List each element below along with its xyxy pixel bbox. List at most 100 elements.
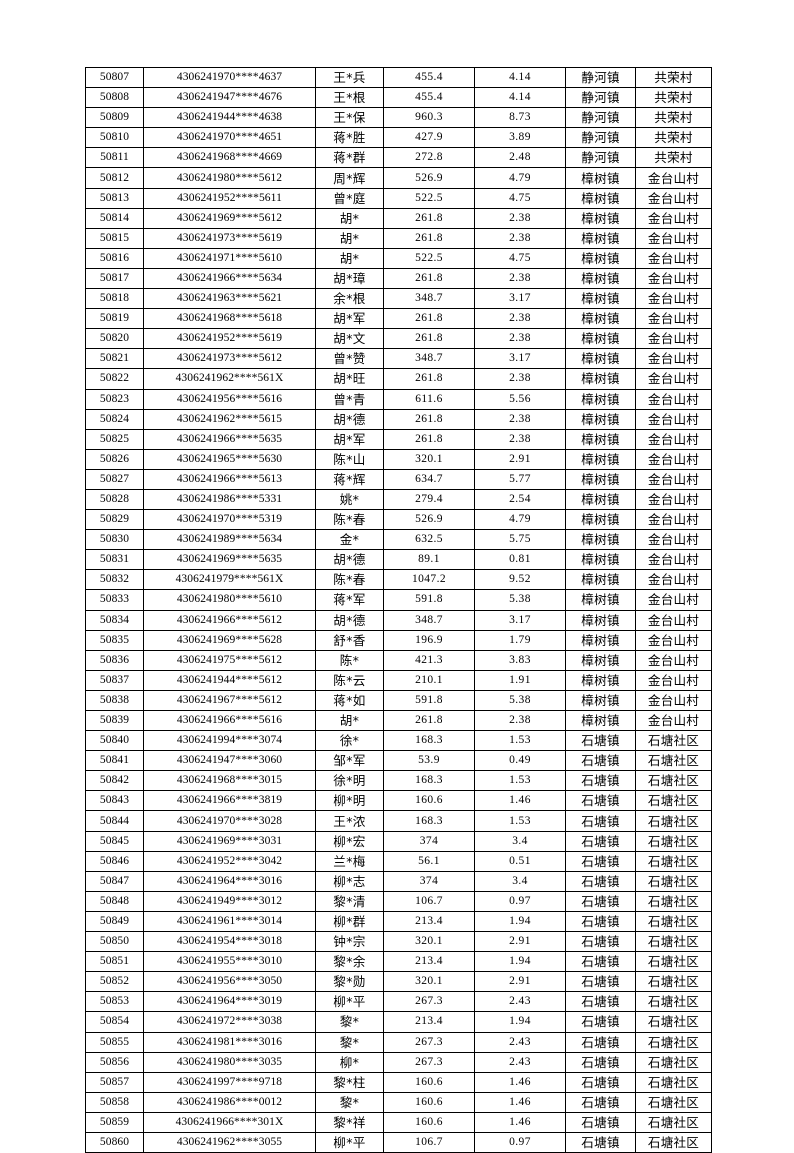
cell-id-number: 4306241969****3031: [143, 830, 316, 852]
cell-name: 王*保: [315, 107, 384, 129]
cell-seq: 50858: [85, 1091, 144, 1113]
cell-amount: 267.3: [383, 1051, 475, 1073]
cell-seq: 50812: [85, 167, 144, 189]
cell-town: 樟树镇: [565, 267, 636, 290]
cell-rate: 3.17: [474, 609, 566, 631]
cell-name: 胡*: [315, 227, 384, 249]
cell-town: 石塘镇: [565, 730, 636, 752]
cell-name: 黎*: [315, 1011, 384, 1033]
cell-amount: 279.4: [383, 488, 475, 511]
cell-id-number: 4306241956****5616: [143, 388, 316, 410]
cell-town: 石塘镇: [565, 790, 636, 812]
cell-village: 石塘社区: [635, 770, 712, 792]
cell-town: 樟树镇: [565, 207, 636, 229]
cell-name: 蒋*辉: [315, 468, 384, 490]
cell-name: 胡*璋: [315, 267, 384, 290]
cell-seq: 50822: [85, 368, 144, 390]
cell-rate: 4.75: [474, 247, 566, 269]
cell-id-number: 4306241981****3016: [143, 1031, 316, 1053]
cell-village: 金台山村: [635, 227, 712, 249]
cell-town: 樟树镇: [565, 549, 636, 571]
cell-name: 柳*志: [315, 870, 384, 892]
table-row: 50815 4306241973****5619 胡* 261.8 2.38 樟树镇 金台山…: [85, 227, 712, 249]
cell-amount: 160.6: [383, 790, 475, 812]
cell-town: 樟树镇: [565, 328, 636, 350]
cell-village: 金台山村: [635, 569, 712, 591]
table-row: 50832 4306241979****561X 陈*春 1047.2 9.52 樟树镇金…: [85, 569, 712, 591]
table-row: 50828 4306241986****5331 姚* 279.4 2.54 樟树镇 金台山…: [85, 488, 712, 511]
cell-amount: 168.3: [383, 810, 475, 832]
cell-village: 金台山村: [635, 488, 712, 511]
cell-seq: 50842: [85, 770, 144, 792]
cell-id-number: 4306241966****5613: [143, 468, 316, 490]
cell-village: 金台山村: [635, 468, 712, 490]
table-row: 50830 4306241989****5634 金* 632.5 5.75 樟树镇 金台山…: [85, 529, 712, 551]
cell-amount: 267.3: [383, 1031, 475, 1053]
cell-seq: 50814: [85, 207, 144, 229]
cell-id-number: 4306241969****5612: [143, 207, 316, 229]
cell-amount: 522.5: [383, 247, 475, 269]
cell-name: 胡*旺: [315, 368, 384, 390]
cell-rate: 2.38: [474, 428, 566, 450]
table-row: 50833 4306241980****5610 蒋*军 591.8 5.38 樟树镇 金台…: [85, 589, 712, 611]
cell-amount: 160.6: [383, 1111, 475, 1133]
cell-rate: 8.73: [474, 107, 566, 129]
cell-town: 樟树镇: [565, 529, 636, 551]
cell-amount: 374: [383, 870, 475, 892]
cell-amount: 53.9: [383, 750, 475, 772]
cell-rate: 2.38: [474, 227, 566, 249]
cell-id-number: 4306241968****5618: [143, 308, 316, 330]
cell-amount: 106.7: [383, 1131, 475, 1153]
cell-village: 共荣村: [635, 147, 712, 169]
cell-town: 静河镇: [565, 127, 636, 149]
cell-rate: 2.38: [474, 368, 566, 390]
table-row: 50821 4306241973****5612 曾*赞 348.7 3.17 樟树镇 金台…: [85, 348, 712, 370]
cell-id-number: 4306241964****3019: [143, 991, 316, 1013]
cell-rate: 2.91: [474, 971, 566, 993]
cell-id-number: 4306241980****5612: [143, 167, 316, 189]
table-row: 50857 4306241997****9718 黎*柱 160.6 1.46 石塘镇 石塘…: [85, 1071, 712, 1093]
beneficiary-table: 50807 4306241970****4637 王*兵 455.4 4.14 静河镇 共荣…: [85, 66, 712, 1153]
cell-name: 胡*: [315, 709, 384, 732]
table-row: 50860 4306241962****3055 柳*平 106.7 0.97 石塘镇 石塘…: [85, 1131, 712, 1153]
cell-village: 共荣村: [635, 87, 712, 109]
cell-town: 樟树镇: [565, 689, 636, 712]
cell-rate: 0.97: [474, 890, 566, 912]
cell-town: 樟树镇: [565, 167, 636, 189]
cell-id-number: 4306241956****3050: [143, 971, 316, 993]
table-row: 50814 4306241969****5612 胡* 261.8 2.38 樟树镇 金台山…: [85, 207, 712, 229]
cell-rate: 2.43: [474, 1031, 566, 1053]
cell-amount: 374: [383, 830, 475, 852]
cell-amount: 455.4: [383, 87, 475, 109]
table-row: 50834 4306241966****5612 胡*德 348.7 3.17 樟树镇 金台…: [85, 609, 712, 631]
cell-amount: 611.6: [383, 388, 475, 410]
cell-village: 石塘社区: [635, 931, 712, 953]
cell-rate: 1.46: [474, 1091, 566, 1113]
cell-village: 金台山村: [635, 247, 712, 269]
cell-amount: 526.9: [383, 509, 475, 531]
cell-village: 石塘社区: [635, 870, 712, 892]
cell-town: 石塘镇: [565, 1051, 636, 1073]
cell-amount: 261.8: [383, 207, 475, 229]
cell-seq: 50844: [85, 810, 144, 832]
cell-name: 蒋*军: [315, 589, 384, 611]
table-row: 50818 4306241963****5621 余*根 348.7 3.17 樟树镇 金台…: [85, 288, 712, 310]
cell-village: 石塘社区: [635, 730, 712, 752]
cell-id-number: 4306241980****3035: [143, 1051, 316, 1073]
cell-town: 石塘镇: [565, 971, 636, 993]
table-row: 50854 4306241972****3038 黎* 213.4 1.94 石塘镇 石塘社…: [85, 1011, 712, 1033]
cell-town: 石塘镇: [565, 1111, 636, 1133]
cell-id-number: 4306241963****5621: [143, 288, 316, 310]
cell-rate: 4.14: [474, 66, 566, 89]
cell-rate: 1.46: [474, 1071, 566, 1093]
cell-rate: 0.97: [474, 1131, 566, 1153]
table-row: 50827 4306241966****5613 蒋*辉 634.7 5.77 樟树镇 金台…: [85, 468, 712, 490]
table-row: 50823 4306241956****5616 曾*青 611.6 5.56 樟树镇 金台…: [85, 388, 712, 410]
cell-village: 石塘社区: [635, 951, 712, 973]
cell-name: 柳*: [315, 1051, 384, 1073]
cell-amount: 196.9: [383, 629, 475, 651]
cell-rate: 3.4: [474, 870, 566, 892]
cell-name: 黎*: [315, 1031, 384, 1053]
cell-seq: 50811: [85, 147, 144, 169]
cell-name: 兰*梅: [315, 850, 384, 872]
